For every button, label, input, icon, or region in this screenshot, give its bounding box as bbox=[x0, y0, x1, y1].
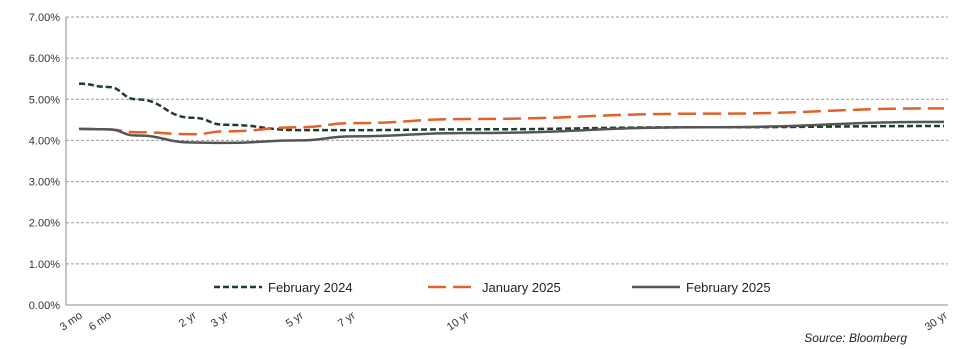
legend-label: February 2025 bbox=[686, 280, 771, 295]
x-tick-label: 30 yr bbox=[923, 309, 950, 333]
x-tick-label: 10 yr bbox=[445, 309, 472, 333]
y-tick-label: 4.00% bbox=[29, 135, 60, 147]
legend-label: February 2024 bbox=[268, 280, 353, 295]
x-tick-label: 2 yr bbox=[177, 309, 199, 330]
series-lines bbox=[79, 84, 944, 143]
x-tick-label: 3 mo bbox=[58, 310, 85, 334]
y-tick-label: 7.00% bbox=[29, 12, 60, 24]
y-tick-label: 5.00% bbox=[29, 94, 60, 106]
x-tick-label: 7 yr bbox=[336, 309, 358, 330]
x-tick-label: 3 yr bbox=[209, 309, 231, 330]
grid-lines bbox=[66, 17, 948, 264]
x-tick-label: 6 mo bbox=[87, 310, 114, 334]
y-tick-label: 3.00% bbox=[29, 177, 60, 189]
y-tick-label: 2.00% bbox=[29, 218, 60, 230]
source-note: Source: Bloomberg bbox=[804, 331, 907, 345]
y-tick-label: 6.00% bbox=[29, 53, 60, 65]
y-tick-label: 1.00% bbox=[29, 259, 60, 271]
y-tick-label: 0.00% bbox=[29, 300, 60, 312]
legend: February 2024 January 2025 February 2025 bbox=[214, 280, 771, 295]
x-tick-label: 5 yr bbox=[284, 309, 306, 330]
y-axis: 0.00% 1.00% 2.00% 3.00% 4.00% 5.00% 6.00% 7.00% bbox=[29, 12, 60, 312]
series-line-1 bbox=[79, 84, 944, 130]
legend-label: January 2025 bbox=[482, 280, 561, 295]
